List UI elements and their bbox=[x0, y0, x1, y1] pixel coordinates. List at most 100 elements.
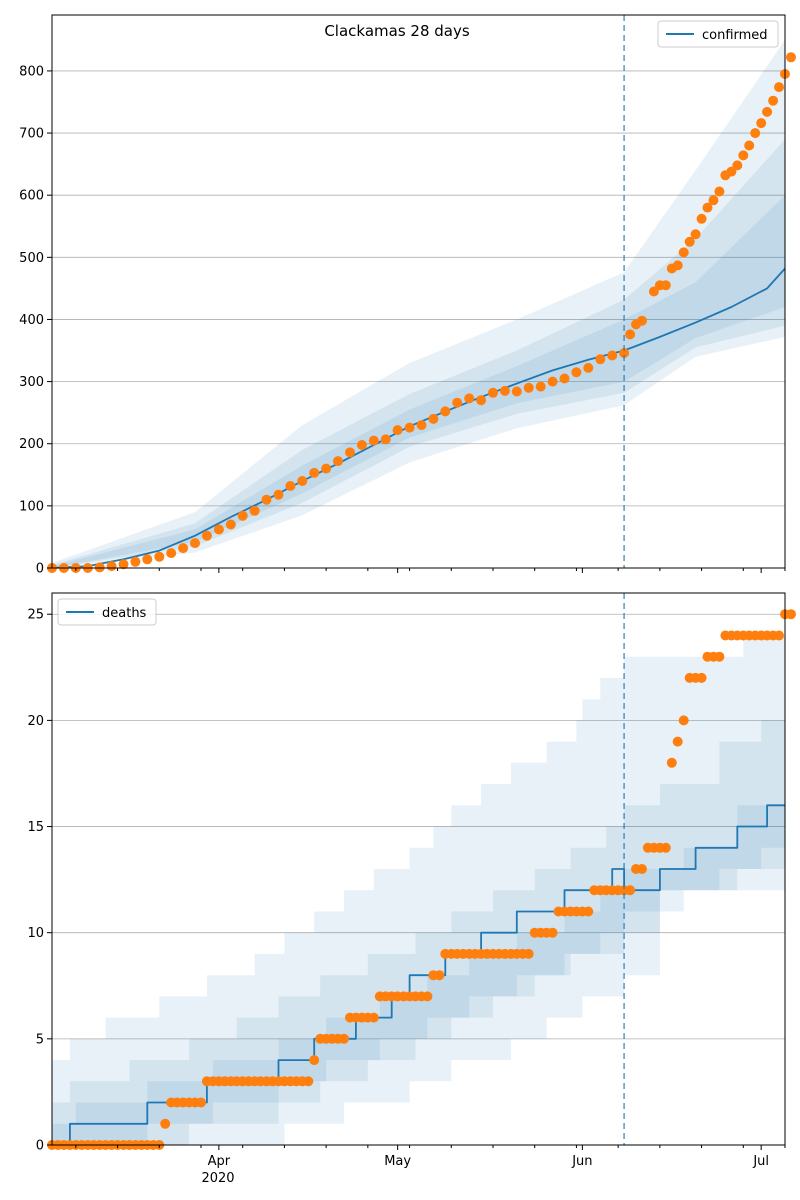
confirmed-data-point bbox=[738, 150, 749, 161]
confirmed-data-point bbox=[321, 463, 332, 474]
confirmed-data-point bbox=[452, 397, 463, 408]
confirmed-legend-box bbox=[657, 20, 779, 48]
confirmed-data-point bbox=[672, 260, 683, 271]
confirmed-data-point bbox=[201, 530, 212, 541]
confirmed-data-point bbox=[750, 128, 761, 139]
confirmed-data-point bbox=[523, 382, 534, 393]
confirmed-data-point bbox=[416, 420, 427, 431]
confirmed-data-point bbox=[535, 381, 546, 392]
confirmed-y-tick-label: 800 bbox=[19, 64, 44, 79]
deaths-data-point bbox=[786, 609, 796, 620]
confirmed-data-point bbox=[309, 467, 320, 478]
confirmed-data-point bbox=[684, 236, 695, 247]
confirmed-y-tick-label: 300 bbox=[19, 375, 44, 390]
deaths-y-tick-label: 0 bbox=[36, 1139, 44, 1154]
deaths-data-point bbox=[774, 630, 784, 641]
confirmed-data-point bbox=[768, 95, 779, 106]
confirmed-data-point bbox=[678, 247, 689, 258]
confirmed-y-tick-label: 400 bbox=[19, 313, 44, 328]
confirmed-lines bbox=[51, 267, 786, 569]
confirmed-data-point bbox=[106, 561, 117, 572]
deaths-data-point bbox=[637, 864, 647, 874]
confirmed-data-point bbox=[714, 186, 725, 197]
confirmed-data-point bbox=[118, 559, 129, 570]
confirmed-data-point bbox=[142, 554, 153, 565]
deaths-data-point bbox=[196, 1097, 206, 1108]
deaths-band-2 bbox=[52, 762, 785, 1145]
confirmed-data-point bbox=[249, 505, 260, 516]
deaths-data-point bbox=[523, 948, 534, 959]
confirmed-data-point bbox=[511, 386, 522, 397]
confirmed-data-point bbox=[273, 489, 284, 500]
deaths-band-1 bbox=[52, 677, 785, 1145]
confirmed-data-point bbox=[261, 494, 272, 505]
confirmed-bands bbox=[52, 39, 785, 569]
confirmed-data-point bbox=[464, 393, 475, 404]
confirmed-data-point bbox=[285, 481, 296, 491]
deaths-gridlines bbox=[52, 613, 785, 1040]
confirmed-data-point bbox=[94, 562, 105, 573]
confirmed-data-point bbox=[732, 160, 743, 171]
confirmed-y-tick-label: 0 bbox=[36, 562, 44, 577]
confirmed-data-point bbox=[637, 315, 647, 326]
deaths-data-point bbox=[422, 991, 433, 1002]
confirmed-data-point bbox=[488, 387, 498, 398]
deaths-frame-rect bbox=[51, 592, 786, 1146]
deaths-data-point bbox=[160, 1118, 171, 1129]
confirmed-data-point bbox=[702, 202, 713, 213]
deaths-data-point bbox=[672, 736, 683, 747]
confirmed-data-point bbox=[178, 543, 189, 554]
confirmed-data-point bbox=[499, 385, 510, 396]
deaths-y-tick-label: 5 bbox=[36, 1032, 44, 1047]
confirmed-data-point bbox=[476, 395, 487, 406]
confirmed-data-point bbox=[547, 376, 558, 387]
confirmed-data-point bbox=[690, 229, 701, 240]
confirmed-series-line bbox=[51, 267, 786, 569]
confirmed-data-point bbox=[428, 413, 439, 424]
confirmed-data-point bbox=[660, 280, 671, 291]
confirmed-y-tick-label: 200 bbox=[19, 437, 44, 452]
confirmed-data-point bbox=[607, 350, 618, 361]
deaths-data-point bbox=[625, 885, 636, 896]
confirmed-y-tick-label: 600 bbox=[19, 189, 44, 204]
confirmed-data-point bbox=[786, 52, 796, 63]
deaths-data-point bbox=[303, 1076, 314, 1087]
confirmed-data-point bbox=[619, 348, 630, 358]
confirmed-data-point bbox=[774, 82, 784, 93]
confirmed-gridlines bbox=[52, 70, 785, 507]
confirmed-data-point bbox=[368, 435, 379, 446]
deaths-data-point bbox=[660, 842, 671, 853]
confirmed-data-point bbox=[130, 556, 141, 567]
confirmed-data-point bbox=[583, 362, 594, 373]
deaths-y-tick-label: 15 bbox=[27, 820, 44, 835]
confirmed-data-point bbox=[571, 367, 582, 378]
confirmed-chart-title: Clackamas 28 days bbox=[324, 22, 470, 40]
confirmed-data-point bbox=[595, 354, 606, 365]
confirmed-band-1 bbox=[52, 139, 785, 569]
deaths-y-tick-label: 20 bbox=[27, 714, 44, 729]
deaths-x-tick-label: May bbox=[384, 1154, 411, 1169]
confirmed-data-point bbox=[356, 440, 367, 450]
deaths-x-ticks: Apr May Jun Jul bbox=[75, 1145, 786, 1169]
confirmed-data-point bbox=[440, 406, 451, 417]
confirmed-data-point bbox=[744, 140, 755, 151]
confirmed-y-ticks: 0 100 200 300 400 500 600 700 800 bbox=[19, 64, 52, 577]
confirmed-data-point bbox=[297, 476, 308, 486]
confirmed-frame-rect bbox=[51, 14, 786, 569]
confirmed-data-point bbox=[166, 548, 177, 559]
confirmed-data-point bbox=[559, 373, 570, 384]
confirmed-data-point bbox=[154, 551, 165, 562]
confirmed-data-point bbox=[380, 434, 391, 445]
confirmed-data-point bbox=[333, 456, 343, 467]
deaths-y-ticks: 0 5 10 15 20 25 bbox=[27, 608, 52, 1154]
confirmed-y-tick-label: 700 bbox=[19, 127, 44, 142]
deaths-data-point bbox=[309, 1055, 320, 1066]
deaths-legend-box bbox=[57, 598, 157, 626]
deaths-y-tick-label: 10 bbox=[27, 926, 44, 941]
deaths-legend: deaths bbox=[57, 598, 157, 626]
confirmed-data-point bbox=[190, 538, 200, 549]
confirmed-data-point bbox=[696, 213, 707, 224]
x-axis-year-label: 2020 bbox=[201, 1171, 234, 1186]
deaths-data-point bbox=[678, 715, 689, 726]
